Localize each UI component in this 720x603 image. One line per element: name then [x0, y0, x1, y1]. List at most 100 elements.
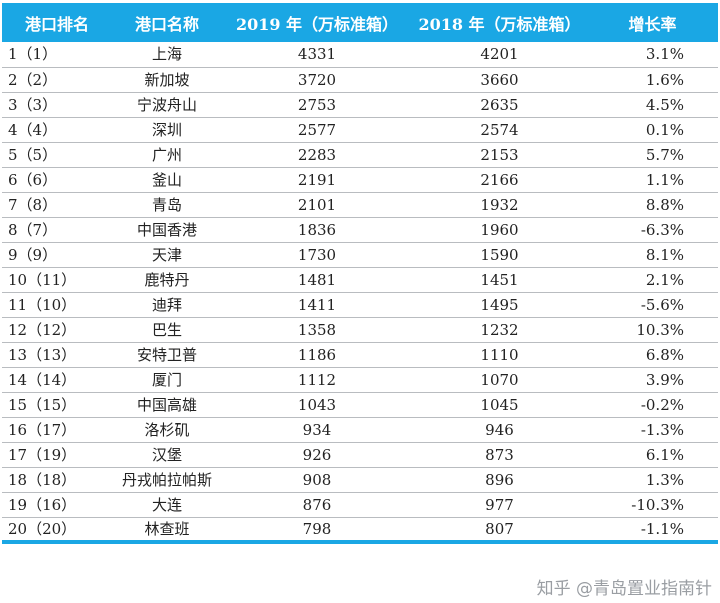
table-row: 15（15） 中国高雄 1043 1045 -0.2% [2, 392, 718, 417]
value-2019-cell: 934 [302, 420, 332, 439]
port-name-cell: 中国香港 [136, 220, 197, 239]
growth-cell: 3.9% [645, 370, 684, 389]
table-row: 9（9） 天津 1730 1590 8.1% [2, 242, 718, 267]
value-2018-cell: 3660 [480, 70, 519, 89]
value-2018-cell: 1960 [480, 220, 519, 239]
value-2019-cell: 2283 [297, 145, 337, 164]
value-2018-cell: 2153 [480, 145, 519, 164]
rank-cell: 5（5） [8, 145, 58, 164]
table-row: 5（5） 广州 2283 2153 5.7% [2, 142, 718, 167]
port-name-cell: 新加坡 [144, 70, 190, 89]
rank-cell: 4（4） [8, 120, 58, 139]
growth-cell: 1.1% [645, 170, 684, 189]
value-2018-cell: 977 [485, 495, 514, 514]
value-2019-cell: 876 [302, 495, 332, 514]
table-row: 10（11） 鹿特丹 1481 1451 2.1% [2, 267, 718, 292]
table-row: 12（12） 巴生 1358 1232 10.3% [2, 317, 718, 342]
growth-cell: 6.8% [645, 345, 684, 364]
rank-cell: 18（18） [8, 470, 77, 489]
value-2019-cell: 926 [302, 445, 332, 464]
growth-cell: 1.3% [645, 470, 684, 489]
port-name-cell: 厦门 [151, 370, 182, 389]
header-2019: 2019 年（万标准箱） [235, 14, 399, 34]
value-2018-cell: 1045 [480, 395, 519, 414]
table-row: 6（6） 釜山 2191 2166 1.1% [2, 167, 718, 192]
port-name-cell: 深圳 [151, 120, 182, 139]
table-row: 8（7） 中国香港 1836 1960 -6.3% [2, 217, 718, 242]
port-name-cell: 天津 [151, 245, 182, 264]
port-name-cell: 上海 [151, 45, 182, 64]
value-2019-cell: 1836 [297, 220, 337, 239]
table-row: 17（19） 汉堡 926 873 6.1% [2, 442, 718, 467]
table-row: 3（3） 宁波舟山 2753 2635 4.5% [2, 92, 718, 117]
table-row: 4（4） 深圳 2577 2574 0.1% [2, 117, 718, 142]
rank-cell: 20（20） [8, 519, 77, 538]
value-2019-cell: 4331 [297, 45, 337, 64]
rank-cell: 17（19） [8, 445, 77, 464]
rank-cell: 10（11） [8, 270, 77, 289]
value-2019-cell: 798 [302, 519, 332, 538]
port-name-cell: 林查班 [144, 519, 190, 538]
rank-cell: 15（15） [8, 395, 77, 414]
value-2018-cell: 896 [485, 470, 514, 489]
header-2018: 2018 年（万标准箱） [418, 14, 581, 34]
growth-cell: 1.6% [645, 70, 684, 89]
value-2018-cell: 2635 [480, 95, 519, 114]
growth-cell: 0.1% [645, 120, 684, 139]
port-name-cell: 中国高雄 [136, 395, 197, 414]
growth-cell: 8.1% [645, 245, 684, 264]
rank-cell: 16（17） [8, 420, 77, 439]
value-2019-cell: 1358 [297, 320, 337, 339]
value-2018-cell: 2574 [480, 120, 519, 139]
port-name-cell: 青岛 [151, 195, 182, 214]
table-row: 19（16） 大连 876 977 -10.3% [2, 492, 718, 517]
growth-cell: -6.3% [640, 220, 684, 239]
growth-cell: -1.3% [640, 420, 684, 439]
rank-cell: 8（7） [8, 220, 58, 239]
value-2018-cell: 1495 [480, 295, 519, 314]
port-name-cell: 巴生 [151, 320, 182, 339]
value-2018-cell: 1932 [480, 195, 519, 214]
port-name-cell: 汉堡 [151, 445, 182, 464]
header-port-name: 港口名称 [134, 14, 199, 34]
rank-cell: 12（12） [8, 320, 77, 339]
growth-cell: 5.7% [645, 145, 684, 164]
growth-cell: -1.1% [640, 519, 684, 538]
growth-cell: 8.8% [645, 195, 684, 214]
table-row: 11（10） 迪拜 1411 1495 -5.6% [2, 292, 718, 317]
value-2019-cell: 1186 [297, 345, 337, 364]
value-2018-cell: 1590 [480, 245, 519, 264]
value-2018-cell: 4201 [480, 45, 519, 64]
value-2018-cell: 1070 [480, 370, 519, 389]
rank-cell: 14（14） [8, 370, 77, 389]
value-2019-cell: 908 [302, 470, 332, 489]
port-name-cell: 洛杉矶 [144, 420, 190, 439]
port-name-cell: 广州 [151, 145, 182, 164]
value-2019-cell: 3720 [297, 70, 337, 89]
growth-cell: 4.5% [645, 95, 684, 114]
rank-cell: 11（10） [8, 295, 77, 314]
rank-cell: 2（2） [8, 70, 58, 89]
growth-cell: 3.1% [645, 45, 684, 64]
port-name-cell: 丹戎帕拉帕斯 [121, 470, 212, 489]
value-2018-cell: 873 [485, 445, 514, 464]
rank-cell: 1（1） [8, 45, 58, 64]
rank-cell: 7（8） [8, 195, 58, 214]
value-2018-cell: 946 [485, 420, 514, 439]
table-row: 2（2） 新加坡 3720 3660 1.6% [2, 67, 718, 92]
value-2019-cell: 2577 [297, 120, 337, 139]
value-2018-cell: 1451 [480, 270, 519, 289]
port-ranking-table: 港口排名 港口名称 2019 年（万标准箱） 2018 年（万标准箱） 增长率 … [2, 3, 718, 544]
port-name-cell: 迪拜 [151, 295, 182, 314]
growth-cell: -10.3% [631, 495, 684, 514]
growth-cell: -0.2% [640, 395, 684, 414]
table-row: 1（1） 上海 4331 4201 3.1% [2, 42, 718, 67]
table-row: 18（18） 丹戎帕拉帕斯 908 896 1.3% [2, 467, 718, 492]
rank-cell: 19（16） [8, 495, 77, 514]
value-2019-cell: 1043 [297, 395, 337, 414]
growth-cell: -5.6% [640, 295, 684, 314]
watermark: 知乎 @青岛置业指南针 [536, 579, 712, 599]
value-2018-cell: 1232 [480, 320, 519, 339]
value-2019-cell: 1112 [297, 370, 337, 389]
port-name-cell: 安特卫普 [136, 345, 197, 364]
